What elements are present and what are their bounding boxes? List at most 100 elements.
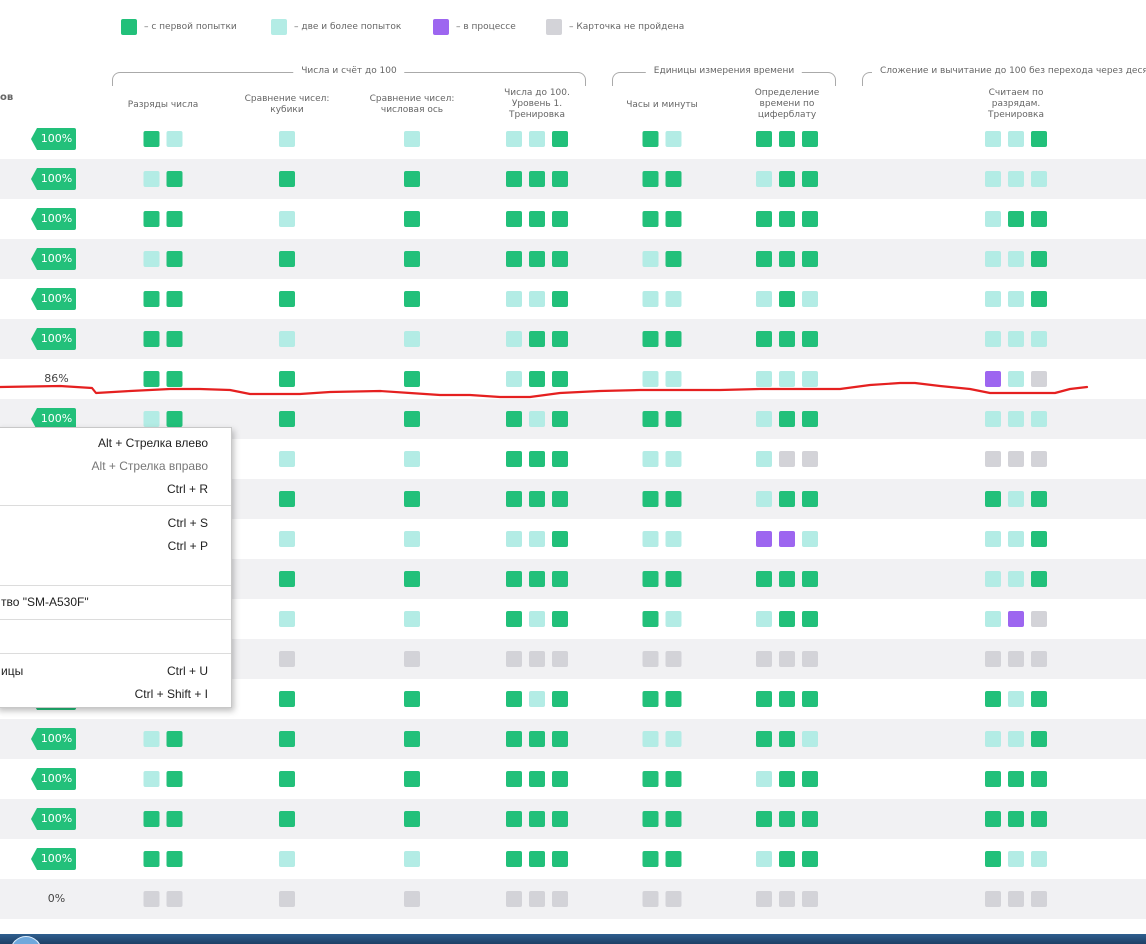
attempt-square[interactable] <box>779 251 795 267</box>
attempt-square[interactable] <box>985 171 1001 187</box>
attempt-square[interactable] <box>642 291 659 307</box>
attempt-square[interactable] <box>404 251 420 267</box>
attempt-square[interactable] <box>1031 611 1047 627</box>
attempt-square[interactable] <box>529 251 545 267</box>
attempt-square[interactable] <box>665 331 682 347</box>
attempt-square[interactable] <box>665 171 682 187</box>
attempt-square[interactable] <box>279 211 295 227</box>
attempt-square[interactable] <box>802 371 818 387</box>
attempt-square[interactable] <box>279 331 295 347</box>
attempt-square[interactable] <box>779 451 795 467</box>
attempt-square[interactable] <box>143 171 160 187</box>
attempt-square[interactable] <box>665 251 682 267</box>
attempt-square[interactable] <box>779 211 795 227</box>
attempt-square[interactable] <box>279 811 295 827</box>
attempt-square[interactable] <box>985 771 1001 787</box>
attempt-square[interactable] <box>665 611 682 627</box>
attempt-square[interactable] <box>279 611 295 627</box>
attempt-square[interactable] <box>529 811 545 827</box>
attempt-square[interactable] <box>529 611 545 627</box>
attempt-square[interactable] <box>506 451 522 467</box>
attempt-square[interactable] <box>1031 891 1047 907</box>
attempt-square[interactable] <box>756 131 772 147</box>
attempt-square[interactable] <box>1008 731 1024 747</box>
attempt-square[interactable] <box>642 491 659 507</box>
attempt-square[interactable] <box>756 611 772 627</box>
attempt-square[interactable] <box>143 851 160 867</box>
attempt-square[interactable] <box>529 291 545 307</box>
attempt-square[interactable] <box>279 571 295 587</box>
attempt-square[interactable] <box>985 651 1001 667</box>
attempt-square[interactable] <box>1031 851 1047 867</box>
attempt-square[interactable] <box>404 891 420 907</box>
attempt-square[interactable] <box>506 771 522 787</box>
attempt-square[interactable] <box>552 411 568 427</box>
attempt-square[interactable] <box>529 131 545 147</box>
attempt-square[interactable] <box>506 331 522 347</box>
attempt-square[interactable] <box>1008 691 1024 707</box>
attempt-square[interactable] <box>506 891 522 907</box>
attempt-square[interactable] <box>756 851 772 867</box>
attempt-square[interactable] <box>1031 451 1047 467</box>
attempt-square[interactable] <box>166 771 183 787</box>
attempt-square[interactable] <box>802 811 818 827</box>
attempt-square[interactable] <box>756 251 772 267</box>
attempt-square[interactable] <box>552 731 568 747</box>
attempt-square[interactable] <box>642 411 659 427</box>
attempt-square[interactable] <box>665 891 682 907</box>
attempt-square[interactable] <box>1031 491 1047 507</box>
attempt-square[interactable] <box>779 571 795 587</box>
attempt-square[interactable] <box>529 451 545 467</box>
attempt-square[interactable] <box>279 451 295 467</box>
attempt-square[interactable] <box>166 291 183 307</box>
attempt-square[interactable] <box>166 171 183 187</box>
attempt-square[interactable] <box>143 251 160 267</box>
attempt-square[interactable] <box>404 811 420 827</box>
attempt-square[interactable] <box>802 851 818 867</box>
attempt-square[interactable] <box>802 451 818 467</box>
attempt-square[interactable] <box>529 491 545 507</box>
attempt-square[interactable] <box>404 491 420 507</box>
attempt-square[interactable] <box>985 611 1001 627</box>
attempt-square[interactable] <box>404 571 420 587</box>
attempt-square[interactable] <box>665 811 682 827</box>
attempt-square[interactable] <box>279 171 295 187</box>
attempt-square[interactable] <box>1008 211 1024 227</box>
attempt-square[interactable] <box>985 691 1001 707</box>
attempt-square[interactable] <box>506 811 522 827</box>
attempt-square[interactable] <box>552 251 568 267</box>
attempt-square[interactable] <box>779 411 795 427</box>
attempt-square[interactable] <box>143 411 160 427</box>
attempt-square[interactable] <box>506 691 522 707</box>
attempt-square[interactable] <box>802 531 818 547</box>
attempt-square[interactable] <box>756 731 772 747</box>
attempt-square[interactable] <box>1031 571 1047 587</box>
attempt-square[interactable] <box>756 411 772 427</box>
attempt-square[interactable] <box>166 891 183 907</box>
attempt-square[interactable] <box>665 531 682 547</box>
attempt-square[interactable] <box>166 331 183 347</box>
attempt-square[interactable] <box>985 251 1001 267</box>
attempt-square[interactable] <box>552 611 568 627</box>
attempt-square[interactable] <box>802 131 818 147</box>
attempt-square[interactable] <box>985 891 1001 907</box>
menu-item-print[interactable]: Ctrl + P <box>0 535 231 557</box>
attempt-square[interactable] <box>1008 251 1024 267</box>
attempt-square[interactable] <box>802 571 818 587</box>
attempt-square[interactable] <box>552 491 568 507</box>
attempt-square[interactable] <box>506 211 522 227</box>
attempt-square[interactable] <box>779 331 795 347</box>
attempt-square[interactable] <box>404 771 420 787</box>
attempt-square[interactable] <box>552 291 568 307</box>
attempt-square[interactable] <box>779 531 795 547</box>
attempt-square[interactable] <box>665 411 682 427</box>
attempt-square[interactable] <box>802 771 818 787</box>
attempt-square[interactable] <box>665 491 682 507</box>
attempt-square[interactable] <box>802 171 818 187</box>
menu-item-forward[interactable]: Alt + Стрелка вправо <box>0 455 231 477</box>
attempt-square[interactable] <box>802 211 818 227</box>
attempt-square[interactable] <box>756 891 772 907</box>
attempt-square[interactable] <box>985 811 1001 827</box>
attempt-square[interactable] <box>642 771 659 787</box>
attempt-square[interactable] <box>779 811 795 827</box>
